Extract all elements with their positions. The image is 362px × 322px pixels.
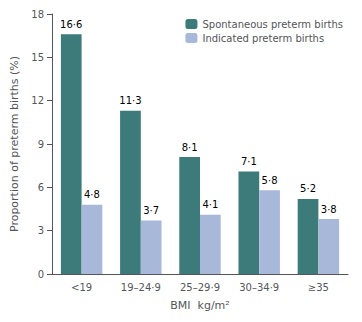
svg-text:BMI kg/m²: BMI kg/m² (170, 299, 229, 312)
svg-text:Proportion of preterm births (: Proportion of preterm births (%) (8, 56, 21, 232)
svg-text:<19: <19 (71, 282, 92, 293)
svg-text:25–29·9: 25–29·9 (180, 282, 220, 293)
svg-text:≥35: ≥35 (308, 282, 329, 293)
svg-text:4·1: 4·1 (202, 199, 218, 210)
svg-text:3·8: 3·8 (321, 204, 337, 215)
svg-text:5·8: 5·8 (262, 175, 278, 186)
svg-text:18: 18 (31, 9, 44, 20)
svg-text:7·1: 7·1 (241, 156, 257, 167)
svg-text:12: 12 (31, 95, 44, 106)
svg-text:11·3: 11·3 (119, 95, 141, 106)
svg-text:19–24·9: 19–24·9 (121, 282, 161, 293)
svg-text:0: 0 (38, 269, 44, 280)
svg-text:3·7: 3·7 (143, 205, 159, 216)
svg-text:Indicated preterm births: Indicated preterm births (202, 33, 324, 44)
svg-text:3: 3 (38, 225, 44, 236)
svg-text:4·8: 4·8 (84, 189, 100, 200)
svg-text:9: 9 (38, 139, 44, 150)
svg-text:6: 6 (38, 182, 44, 193)
svg-text:8·1: 8·1 (182, 142, 198, 153)
svg-text:30–34·9: 30–34·9 (239, 282, 279, 293)
svg-text:16·6: 16·6 (60, 19, 82, 30)
svg-text:Spontaneous preterm births: Spontaneous preterm births (202, 19, 343, 30)
svg-text:5·2: 5·2 (300, 183, 316, 194)
svg-text:15: 15 (31, 52, 44, 63)
